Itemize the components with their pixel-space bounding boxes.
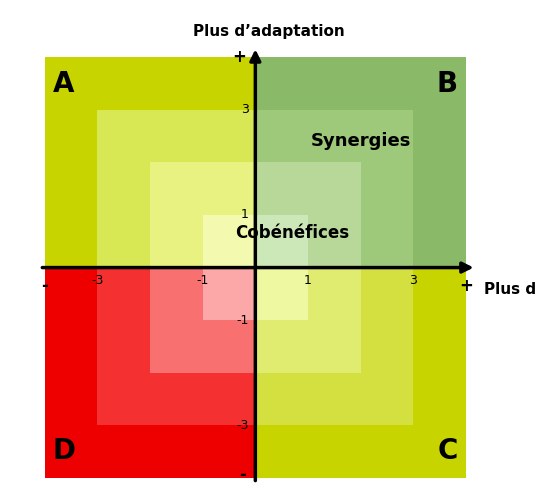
Text: +: + bbox=[459, 277, 473, 295]
Bar bbox=[255, 57, 466, 268]
Bar bbox=[255, 268, 413, 425]
Text: A: A bbox=[53, 70, 74, 98]
Text: B: B bbox=[437, 70, 458, 98]
Text: -1: -1 bbox=[237, 313, 249, 327]
Text: 3: 3 bbox=[241, 103, 249, 116]
Text: C: C bbox=[438, 437, 458, 465]
Bar bbox=[255, 268, 466, 478]
Text: -: - bbox=[239, 467, 246, 484]
Text: 1: 1 bbox=[241, 209, 249, 221]
Bar bbox=[45, 268, 255, 478]
Text: D: D bbox=[53, 437, 76, 465]
Text: Synergies: Synergies bbox=[310, 132, 411, 150]
Text: Plus d’atténuation: Plus d’atténuation bbox=[484, 282, 537, 297]
Bar bbox=[255, 110, 413, 268]
Bar bbox=[97, 268, 255, 425]
Bar bbox=[255, 268, 361, 373]
Bar bbox=[97, 110, 255, 268]
Bar bbox=[150, 268, 255, 373]
Bar bbox=[255, 215, 308, 268]
Text: +: + bbox=[232, 48, 246, 66]
Text: -1: -1 bbox=[197, 274, 209, 287]
Text: -3: -3 bbox=[237, 419, 249, 432]
Bar bbox=[202, 215, 255, 268]
Bar bbox=[45, 57, 255, 268]
Text: 1: 1 bbox=[304, 274, 312, 287]
Bar bbox=[255, 162, 361, 268]
Bar bbox=[202, 268, 255, 320]
Text: Plus d’adaptation: Plus d’adaptation bbox=[193, 24, 344, 39]
Bar bbox=[150, 162, 255, 268]
Text: Cobénéfices: Cobénéfices bbox=[235, 224, 349, 242]
Text: -: - bbox=[41, 277, 48, 295]
Text: 3: 3 bbox=[409, 274, 417, 287]
Text: -3: -3 bbox=[91, 274, 104, 287]
Bar bbox=[255, 268, 308, 320]
